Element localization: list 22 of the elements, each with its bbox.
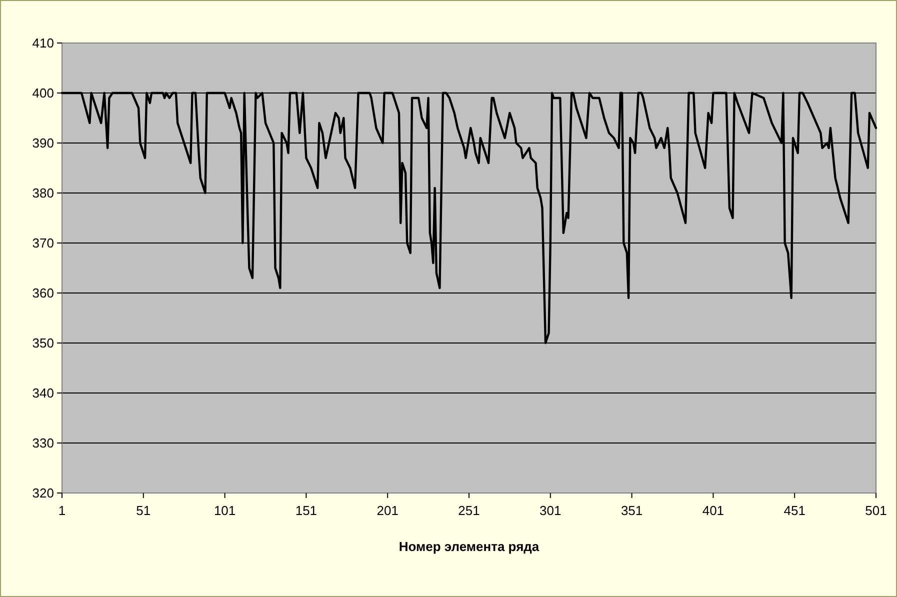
x-tick-label: 401 — [702, 503, 724, 518]
y-tick-label: 360 — [32, 286, 54, 301]
x-tick-label: 251 — [458, 503, 480, 518]
x-tick-label: 451 — [784, 503, 806, 518]
y-tick-label: 390 — [32, 136, 54, 151]
y-tick-label: 380 — [32, 186, 54, 201]
x-axis-title: Номер элемента ряда — [398, 539, 540, 554]
y-tick-label: 410 — [32, 36, 54, 51]
x-tick-label: 301 — [540, 503, 562, 518]
y-tick-label: 400 — [32, 86, 54, 101]
x-tick-label: 151 — [295, 503, 318, 518]
x-tick-label: 51 — [136, 503, 151, 518]
x-tick-label: 351 — [620, 503, 643, 518]
x-tick-label: 101 — [214, 503, 236, 518]
x-tick-label: 201 — [376, 503, 398, 518]
y-tick-label: 330 — [32, 436, 54, 451]
x-tick-label: 1 — [58, 503, 66, 518]
y-tick-label: 350 — [32, 336, 54, 351]
y-tick-label: 320 — [32, 486, 54, 501]
y-tick-label: 340 — [32, 386, 54, 401]
x-tick-label: 501 — [865, 503, 887, 518]
y-tick-label: 370 — [32, 236, 54, 251]
